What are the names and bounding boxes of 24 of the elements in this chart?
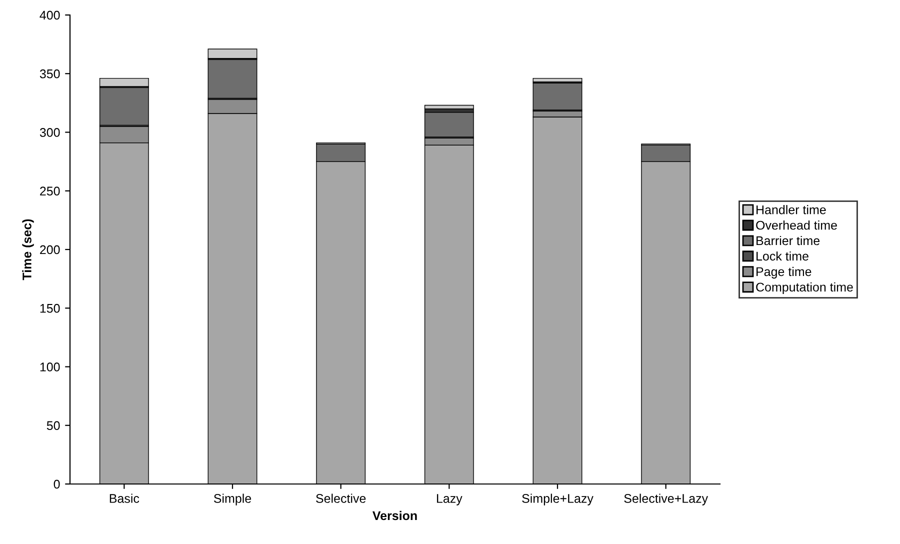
legend-label: Computation time: [756, 282, 853, 294]
y-tick-label: 300: [40, 128, 60, 137]
legend-label: Overhead time: [756, 220, 837, 230]
x-tick-label: Selective+Lazy: [624, 494, 708, 506]
legend-label: Page time: [756, 266, 812, 279]
legend-label: Lock time: [756, 251, 808, 261]
y-tick-label: 250: [40, 186, 60, 196]
bar: [424, 104, 474, 110]
x-tick-label: Simple: [214, 494, 252, 506]
y-tick-label: 400: [40, 10, 60, 20]
x-tick-label: Basic: [110, 494, 140, 503]
y-tick-label: 0: [54, 480, 60, 489]
y-axis-title: Time (sec): [22, 219, 34, 280]
x-tick-label: Simple+Lazy: [522, 494, 594, 506]
y-tick-label: 100: [40, 362, 60, 372]
x-tick-label: Lazy: [436, 494, 462, 506]
legend-label: Barrier time: [756, 236, 820, 246]
y-tick-label: 50: [46, 421, 60, 430]
x-tick-label: Selective: [316, 494, 366, 503]
legend-label: Handler time: [756, 205, 826, 214]
x-axis-title: Version: [372, 510, 417, 520]
y-tick-label: 150: [40, 304, 60, 313]
y-tick-label: 350: [40, 69, 60, 78]
y-tick-label: 200: [40, 245, 60, 254]
